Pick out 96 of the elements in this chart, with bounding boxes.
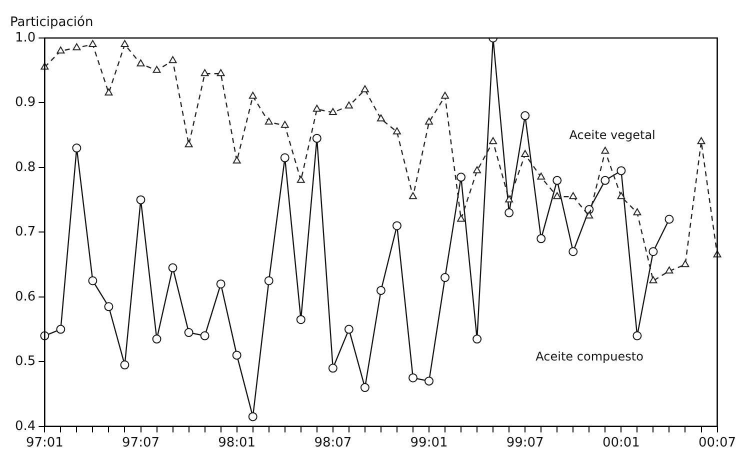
point xyxy=(232,350,242,360)
point xyxy=(280,153,290,162)
point xyxy=(376,286,386,295)
point xyxy=(344,324,354,334)
point xyxy=(360,383,370,392)
y-axis-title: Participación xyxy=(10,15,94,30)
point xyxy=(408,373,418,382)
series-label: Aceite compuesto xyxy=(536,349,644,364)
point xyxy=(56,46,65,54)
point xyxy=(168,263,178,272)
point xyxy=(569,192,578,200)
point xyxy=(616,166,626,176)
point xyxy=(425,118,433,125)
point xyxy=(152,66,161,73)
point xyxy=(104,88,113,96)
point xyxy=(136,195,146,204)
y-tick-label: 0.8 xyxy=(14,160,36,175)
point xyxy=(296,176,305,183)
point xyxy=(536,234,546,244)
point xyxy=(88,40,97,47)
point xyxy=(280,120,289,128)
point xyxy=(472,334,482,344)
point xyxy=(216,279,226,288)
point xyxy=(184,140,193,148)
point xyxy=(585,212,594,219)
point xyxy=(248,92,257,99)
point xyxy=(457,214,466,222)
x-tick-label: 00:07 xyxy=(698,436,736,451)
point xyxy=(392,221,402,230)
point xyxy=(473,166,482,174)
x-tick-label: 99:07 xyxy=(506,436,544,451)
point xyxy=(200,69,209,76)
point xyxy=(344,101,353,108)
point xyxy=(72,144,82,153)
point xyxy=(200,331,210,340)
point xyxy=(409,192,417,200)
y-tick-label: 0.6 xyxy=(14,289,36,304)
point xyxy=(424,376,434,386)
point xyxy=(568,247,578,256)
point xyxy=(617,192,626,200)
x-tick-label: 98:07 xyxy=(314,436,352,451)
point xyxy=(537,172,546,180)
point xyxy=(632,331,642,340)
point xyxy=(168,56,177,64)
point xyxy=(665,266,674,274)
x-tick-label: 98:01 xyxy=(218,436,256,451)
point xyxy=(264,276,274,286)
point xyxy=(377,114,385,122)
series-label: Aceite vegetal xyxy=(569,128,656,142)
point xyxy=(520,111,530,120)
point xyxy=(152,334,162,344)
point xyxy=(104,302,114,312)
x-tick-label: 97:01 xyxy=(26,436,64,451)
point xyxy=(136,59,145,66)
point xyxy=(553,192,562,200)
point xyxy=(248,412,258,422)
point xyxy=(600,176,610,185)
point xyxy=(681,260,690,268)
point xyxy=(649,276,658,284)
point xyxy=(456,172,466,182)
point xyxy=(328,108,337,115)
point xyxy=(393,127,401,134)
point xyxy=(360,85,369,92)
point xyxy=(56,324,66,334)
point xyxy=(552,176,562,185)
point xyxy=(664,214,674,224)
point xyxy=(633,208,642,216)
y-tick-label: 1.0 xyxy=(14,30,36,46)
point xyxy=(697,137,706,144)
x-tick-label: 00:01 xyxy=(602,436,640,451)
y-tick-label: 0.5 xyxy=(14,354,36,370)
point xyxy=(312,134,322,143)
point xyxy=(601,146,610,154)
point xyxy=(489,137,498,144)
y-tick-label: 0.4 xyxy=(14,418,36,434)
point xyxy=(440,273,450,282)
point xyxy=(264,118,273,125)
point xyxy=(120,360,130,370)
x-tick-label: 99:01 xyxy=(410,436,448,451)
point xyxy=(328,364,338,373)
point xyxy=(72,43,81,50)
x-tick-label: 97:07 xyxy=(122,436,160,451)
point xyxy=(312,104,321,112)
y-tick-label: 0.9 xyxy=(14,95,36,110)
point xyxy=(505,195,514,202)
point xyxy=(88,276,98,286)
point xyxy=(441,92,449,99)
point xyxy=(232,156,241,164)
point xyxy=(216,69,225,76)
point xyxy=(120,40,129,47)
point xyxy=(648,247,658,256)
point xyxy=(184,328,194,338)
point xyxy=(521,150,530,158)
point xyxy=(296,315,306,324)
point xyxy=(504,208,514,218)
y-tick-label: 0.7 xyxy=(14,224,36,240)
